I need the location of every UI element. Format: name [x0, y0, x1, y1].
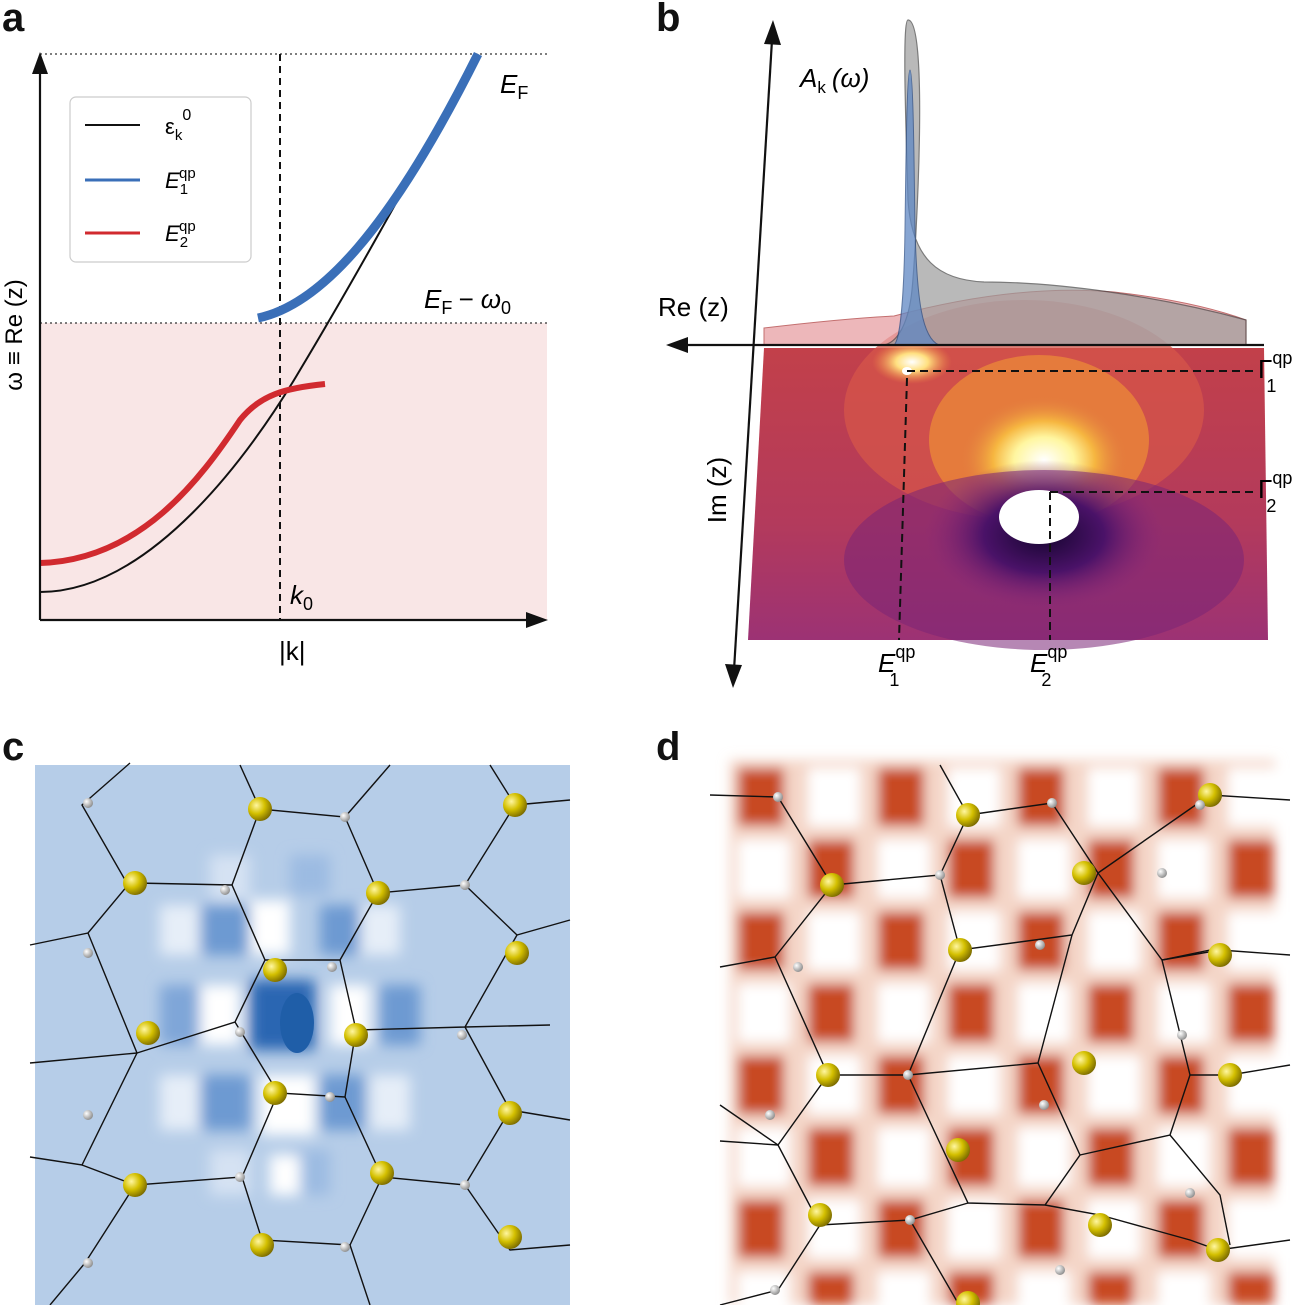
yellow-atoms	[123, 793, 529, 1257]
vertical-axis	[732, 39, 774, 671]
panel-c-lattice	[29, 762, 571, 1305]
e2-curve	[39, 381, 326, 566]
panel-b-surface: Ak (ω) Re (z) Im (z) Γqp 1 Γqp 2 Eqp 1 Eqp 2	[658, 19, 1292, 690]
legend-label-eps: εk0	[165, 107, 191, 144]
vertical-axis-bottom-arrow	[725, 664, 742, 688]
e1-label: Eqp 1	[878, 642, 915, 690]
legend-box	[69, 96, 252, 263]
vertical-axis-top-arrow	[764, 20, 781, 45]
ef-minus-label: EF − ω0	[424, 284, 511, 318]
panel-letter-c: c	[2, 725, 25, 769]
im-label: Im (z)	[702, 457, 732, 523]
k0-label: k0	[290, 580, 313, 614]
x-axis-label: |k|	[279, 636, 306, 666]
pole-1-glow	[872, 340, 952, 384]
gamma2-label: Γqp 2	[1258, 468, 1292, 516]
y-axis-label: ω ≡ Re (z)	[1, 279, 28, 390]
yellow-atoms-d	[808, 783, 1242, 1305]
legend-label-e1: E1qp	[165, 165, 196, 198]
e1-dashed	[898, 377, 908, 641]
e2-label: Eqp 2	[1030, 642, 1067, 690]
panel-letter-a: a	[2, 0, 25, 40]
spectral-gray-band	[883, 19, 1247, 346]
re-label: Re (z)	[658, 292, 729, 322]
gamma1-label: Γqp 1	[1258, 348, 1292, 396]
re-axis-arrow	[666, 337, 688, 353]
x-axis-arrow	[526, 612, 548, 628]
pole-2-hole	[999, 490, 1079, 544]
shaded-region	[40, 323, 547, 620]
panel-d-lattice	[709, 760, 1291, 1305]
panel-a-chart: εk0 E1qp E2qp EF EF − ω0 k0 |k| ω ≡ Re (z…	[1, 51, 548, 666]
spectral-blue-peak	[892, 69, 940, 346]
white-atoms-d	[765, 792, 1205, 1295]
e1-curve	[257, 51, 483, 323]
legend-label-e2: E2qp	[165, 218, 196, 251]
panel-letter-d: d	[656, 725, 681, 769]
y-axis-arrow	[32, 52, 48, 74]
white-atoms	[83, 798, 470, 1268]
ef-label: EF	[500, 69, 528, 103]
panel-letter-b: b	[656, 0, 681, 40]
spectral-label: Ak (ω)	[798, 63, 869, 97]
center-density-peak	[280, 993, 314, 1053]
